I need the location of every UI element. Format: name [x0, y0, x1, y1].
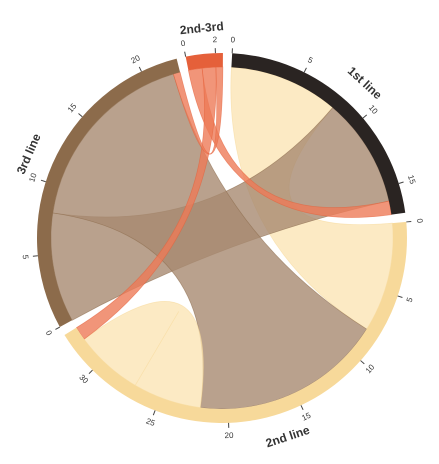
- tick-mark: [138, 66, 142, 72]
- segment-arc: [37, 58, 181, 328]
- tick-label: 0: [230, 35, 235, 44]
- chord: [52, 73, 368, 410]
- tick-label: 5: [306, 55, 314, 65]
- tick-label: 20: [130, 53, 142, 65]
- tick-mark: [398, 181, 404, 184]
- tick-label: 2: [213, 35, 218, 44]
- segment-arc: [185, 53, 223, 71]
- tick-mark: [55, 326, 61, 330]
- tick-mark: [40, 179, 46, 183]
- tick-mark: [397, 295, 403, 298]
- chord: [172, 66, 224, 155]
- tick-label: 30: [77, 373, 90, 386]
- segment-label: 1st line: [345, 64, 385, 103]
- tick-label: 0: [180, 39, 187, 49]
- tick-label: 15: [406, 174, 417, 186]
- tick-label: 5: [405, 296, 415, 304]
- tick-label: 10: [367, 103, 380, 116]
- tick-label: 0: [415, 218, 424, 224]
- tick-mark: [303, 67, 307, 73]
- tick-mark: [300, 405, 304, 411]
- segment-label: 2nd-3rd: [179, 19, 224, 37]
- tick-label: 10: [364, 362, 377, 375]
- tick-mark: [78, 113, 83, 118]
- tick-mark: [360, 360, 365, 365]
- tick-mark: [184, 51, 187, 57]
- segment-label: 3rd line: [14, 131, 44, 176]
- segment-label: 2nd line: [264, 423, 312, 451]
- tick-label: 20: [224, 431, 234, 440]
- tick-label: 15: [66, 101, 79, 114]
- tick-label: 0: [44, 329, 54, 338]
- tick-label: 15: [300, 410, 312, 422]
- tick-label: 5: [21, 254, 30, 260]
- tick-label: 10: [27, 172, 38, 184]
- segment-arc: [231, 53, 406, 215]
- tick-label: 25: [145, 416, 157, 428]
- tick-mark: [88, 369, 93, 375]
- tick-mark: [362, 114, 368, 119]
- chords: [50, 66, 394, 410]
- tick-mark: [152, 410, 156, 416]
